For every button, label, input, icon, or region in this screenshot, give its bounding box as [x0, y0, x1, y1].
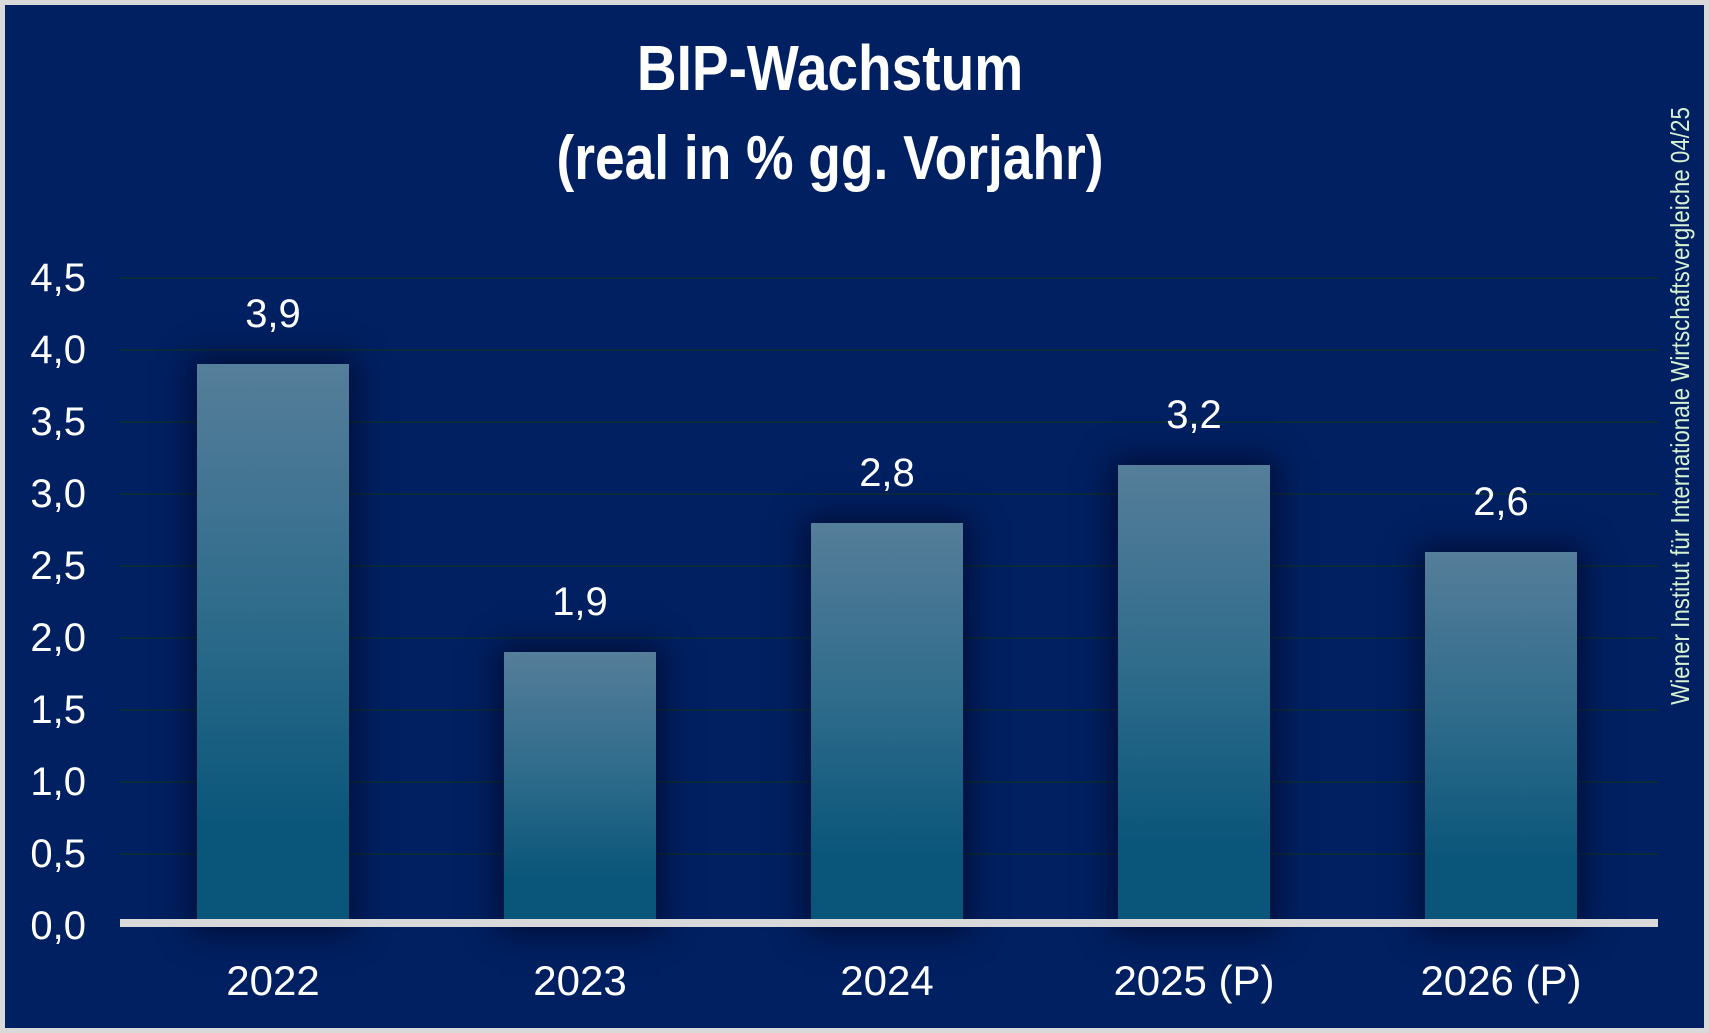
y-axis-tick-label: 1,5: [30, 688, 86, 732]
bar-2023: [504, 652, 656, 926]
y-axis-tick-label: 0,5: [30, 832, 86, 876]
bar-2024: [811, 523, 963, 926]
x-axis-category-label: 2024: [840, 957, 934, 1004]
y-axis-tick-label: 2,5: [30, 544, 86, 588]
y-axis-tick-label: 4,5: [30, 256, 86, 300]
bar-value-label: 3,2: [1166, 393, 1222, 437]
x-axis-category-label: 2026 (P): [1420, 957, 1582, 1004]
chart-title: BIP-Wachstum: [636, 32, 1024, 104]
bar-2026P: [1425, 552, 1577, 926]
chart-title-block: BIP-Wachstum (real in % gg. Vorjahr): [0, 36, 1660, 190]
gridline: [120, 349, 1658, 351]
gridline: [120, 421, 1658, 423]
y-axis-tick-label: 4,0: [30, 328, 86, 372]
x-axis-category-label: 2023: [533, 957, 627, 1004]
y-axis-tick-label: 3,0: [30, 472, 86, 516]
bar-2022: [197, 364, 349, 926]
y-axis-tick-label: 1,0: [30, 760, 86, 804]
bar-value-label: 2,6: [1473, 480, 1529, 524]
chart-subtitle: (real in % gg. Vorjahr): [556, 124, 1104, 193]
bar-value-label: 1,9: [552, 580, 608, 624]
gridline: [120, 277, 1658, 279]
source-note: Wiener Institut für Internationale Wirts…: [1665, 107, 1695, 705]
x-axis-line: [120, 919, 1658, 927]
y-axis-tick-label: 3,5: [30, 400, 86, 444]
x-axis-category-label: 2025 (P): [1113, 957, 1275, 1004]
x-axis-category-label: 2022: [226, 957, 320, 1004]
bar-value-label: 2,8: [859, 451, 915, 495]
y-axis-tick-label: 0,0: [30, 904, 86, 948]
bar-2025P: [1118, 465, 1270, 926]
bar-value-label: 3,9: [245, 292, 301, 336]
gridline: [120, 493, 1658, 495]
y-axis-tick-label: 2,0: [30, 616, 86, 660]
